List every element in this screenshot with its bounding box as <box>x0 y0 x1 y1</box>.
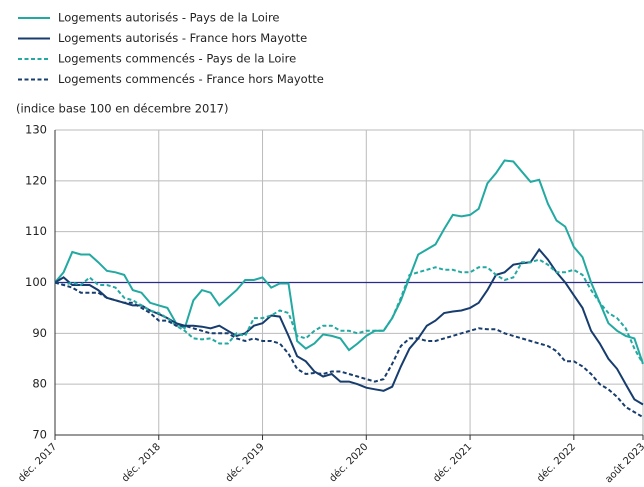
legend-label: Logements autorisés - France hors Mayott… <box>58 31 307 45</box>
x-tick-label: déc. 2017 <box>16 441 60 485</box>
legend-label: Logements autorisés - Pays de la Loire <box>58 11 280 25</box>
x-tick-label: août 2023 <box>603 441 644 486</box>
y-tick-label: 110 <box>25 224 47 238</box>
x-tick-label: déc. 2019 <box>223 441 267 485</box>
x-tick-label: déc. 2018 <box>119 441 163 485</box>
series-line <box>54 159 644 365</box>
series-line <box>54 258 644 365</box>
series-line <box>54 247 644 406</box>
y-tick-label: 70 <box>32 428 47 442</box>
series-line <box>54 281 644 419</box>
y-axis-label: (indice base 100 en décembre 2017) <box>16 102 228 116</box>
x-tick-label: déc. 2022 <box>534 441 578 485</box>
y-tick-label: 100 <box>25 275 47 289</box>
y-tick-label: 80 <box>32 377 47 391</box>
y-tick-label: 130 <box>25 123 47 137</box>
x-tick-label: déc. 2020 <box>327 441 371 485</box>
x-tick-label: déc. 2021 <box>431 441 475 485</box>
legend-label: Logements commencés - France hors Mayott… <box>58 72 324 86</box>
legend-label: Logements commencés - Pays de la Loire <box>58 52 296 66</box>
y-tick-label: 120 <box>25 173 47 187</box>
y-tick-label: 90 <box>32 326 47 340</box>
